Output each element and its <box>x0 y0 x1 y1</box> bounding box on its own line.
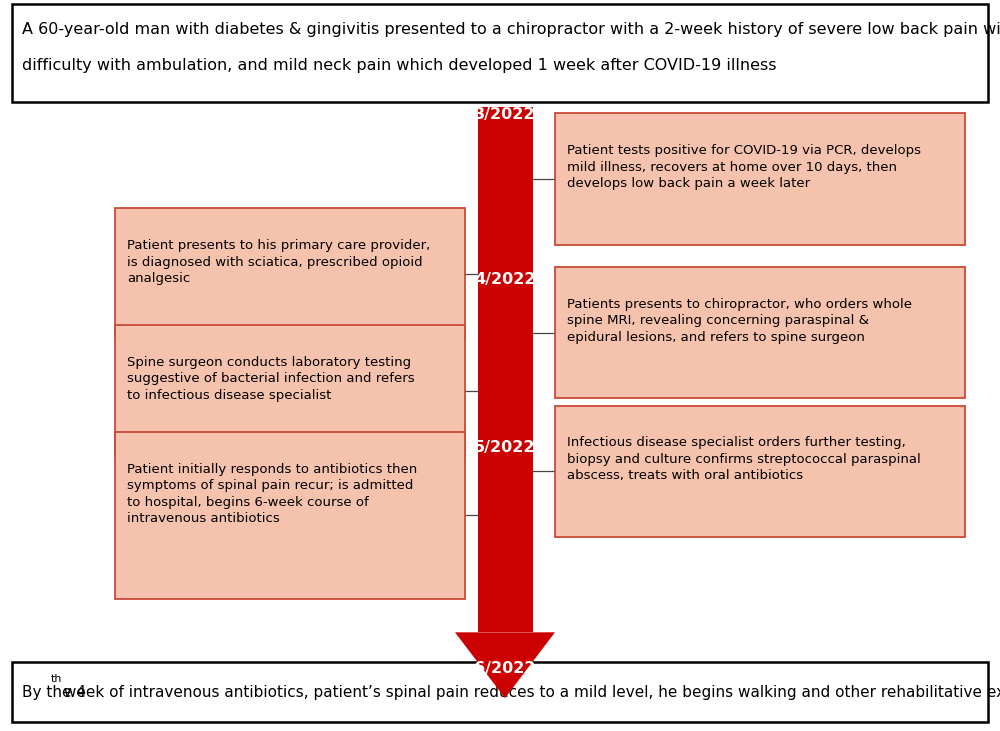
Text: Spine surgeon conducts laboratory testing
suggestive of bacterial infection and : Spine surgeon conducts laboratory testin… <box>127 356 415 402</box>
Text: difficulty with ambulation, and mild neck pain which developed 1 week after COVI: difficulty with ambulation, and mild nec… <box>22 58 776 74</box>
Bar <box>478 107 532 632</box>
Text: Patient presents to his primary care provider,
is diagnosed with sciatica, presc: Patient presents to his primary care pro… <box>127 239 430 285</box>
Bar <box>115 325 465 457</box>
Text: Patients presents to chiropractor, who orders whole
spine MRI, revealing concern: Patients presents to chiropractor, who o… <box>567 298 912 344</box>
Bar <box>12 4 988 102</box>
Text: By the 4: By the 4 <box>22 685 86 700</box>
Polygon shape <box>455 632 555 698</box>
Text: Patient tests positive for COVID-19 via PCR, develops
mild illness, recovers at : Patient tests positive for COVID-19 via … <box>567 144 921 190</box>
Bar <box>115 432 465 599</box>
Text: Infectious disease specialist orders further testing,
biopsy and culture confirm: Infectious disease specialist orders fur… <box>567 436 921 482</box>
Text: 3/2022: 3/2022 <box>474 107 536 122</box>
Bar <box>555 113 965 245</box>
Bar <box>555 406 965 537</box>
Bar <box>12 662 988 722</box>
Text: 6/2022: 6/2022 <box>474 662 536 676</box>
Bar <box>115 208 465 340</box>
Text: 4/2022: 4/2022 <box>474 272 536 287</box>
Bar <box>555 267 965 398</box>
Text: Patient initially responds to antibiotics then
symptoms of spinal pain recur; is: Patient initially responds to antibiotic… <box>127 463 417 525</box>
Text: th: th <box>50 674 62 684</box>
Text: week of intravenous antibiotics, patient’s spinal pain reduces to a mild level, : week of intravenous antibiotics, patient… <box>59 685 1000 700</box>
Text: A 60-year-old man with diabetes & gingivitis presented to a chiropractor with a : A 60-year-old man with diabetes & gingiv… <box>22 22 1000 37</box>
Text: 5/2022: 5/2022 <box>474 440 536 455</box>
